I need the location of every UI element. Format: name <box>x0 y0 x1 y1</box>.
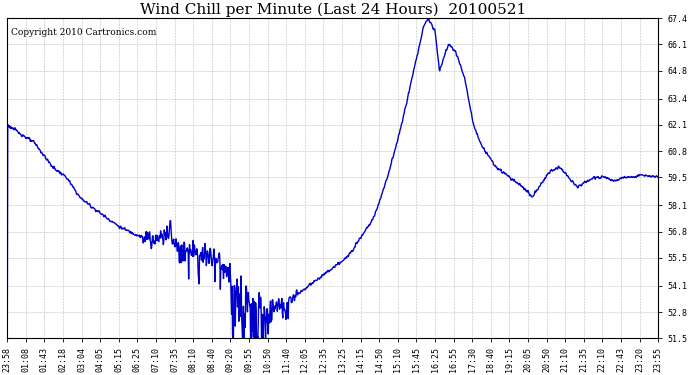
Title: Wind Chill per Minute (Last 24 Hours)  20100521: Wind Chill per Minute (Last 24 Hours) 20… <box>139 3 526 17</box>
Text: Copyright 2010 Cartronics.com: Copyright 2010 Cartronics.com <box>10 28 156 37</box>
